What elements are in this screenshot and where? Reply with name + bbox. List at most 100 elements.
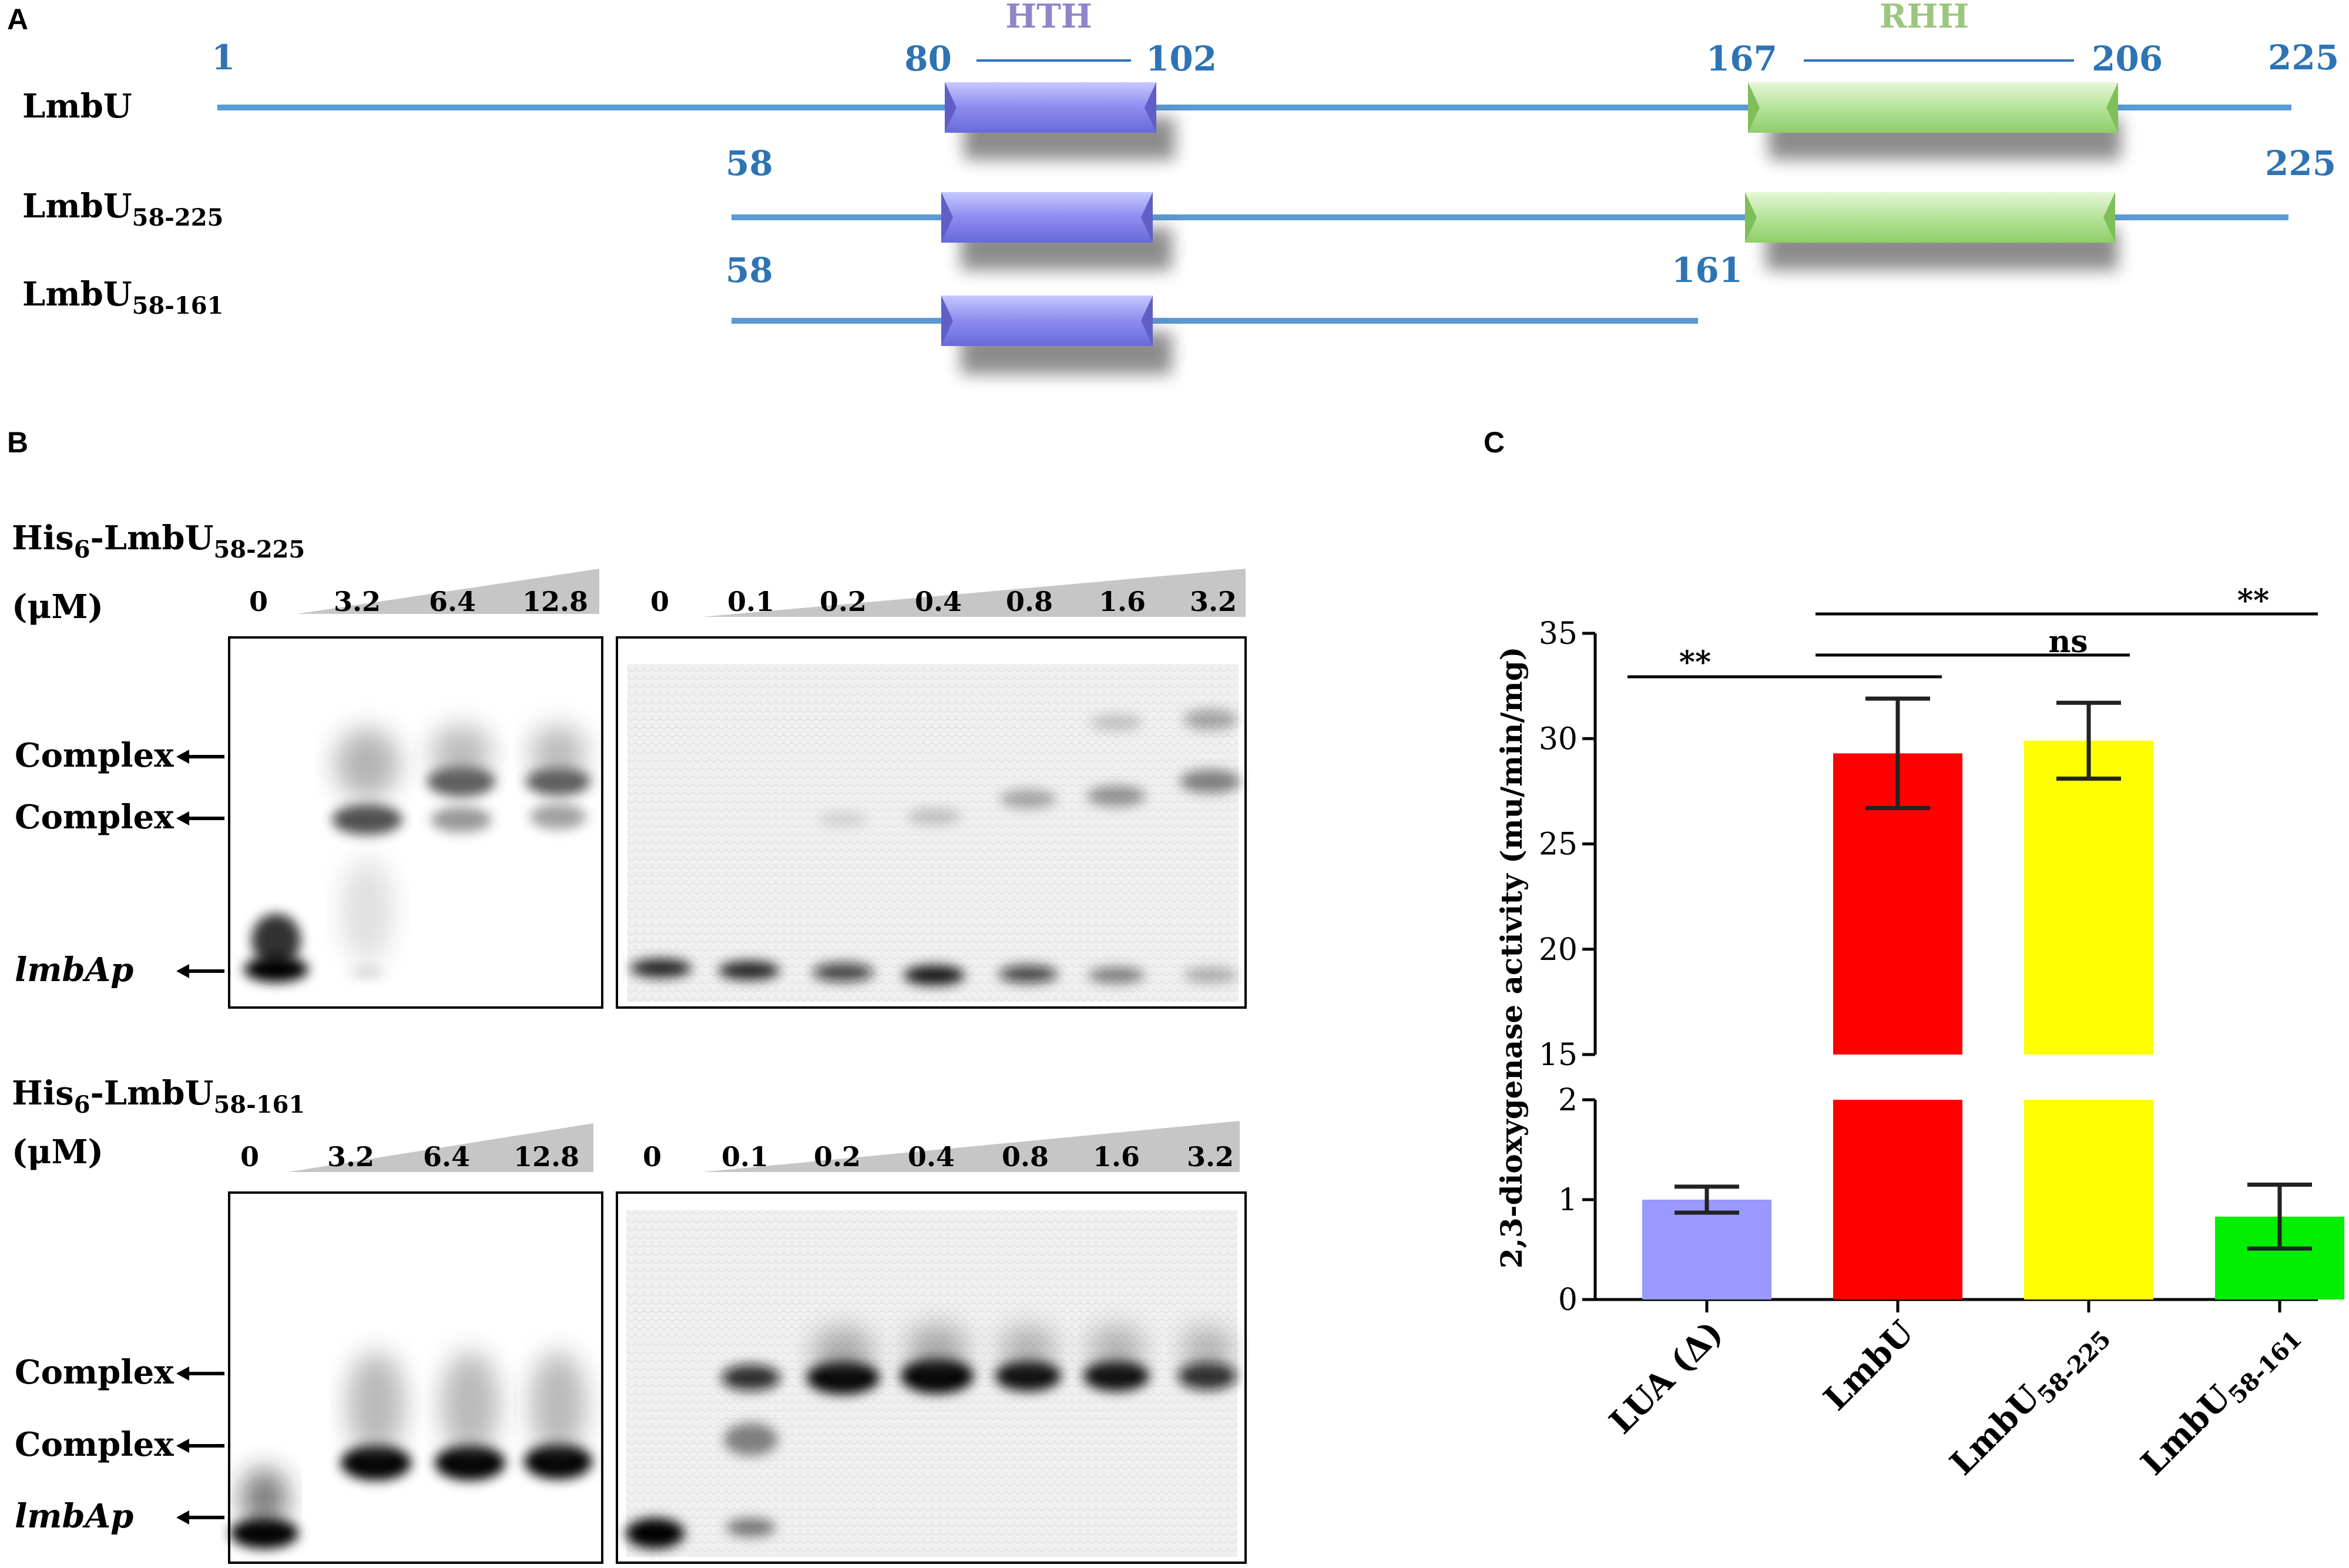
concentration-label: 0: [249, 586, 268, 617]
concentration-wedge: [702, 569, 1246, 617]
concentration-labels: 0 0.1 0.2 0.4 0.8 1.6 3.2: [650, 586, 1237, 617]
hth-domain-label: HTH: [1005, 0, 1092, 36]
concentration-labels: 0 3.2 6.4 12.8: [240, 1141, 579, 1173]
gel-left-bottom: [228, 1191, 603, 1564]
x-tick-label: LmbU58-161: [2133, 1313, 2307, 1487]
residue-end: 225: [2268, 38, 2339, 78]
concentration-label: 0: [643, 1141, 662, 1173]
concentration-labels: 0 0.1 0.2 0.4 0.8 1.6 3.2: [643, 1141, 1234, 1173]
arrowhead-icon: [176, 1510, 189, 1525]
complex-label: Complex: [15, 1425, 174, 1464]
construct-name: LmbU58-225: [22, 187, 223, 231]
y-tick-label: 20: [1539, 932, 1578, 968]
concentration-wedge: [702, 1121, 1240, 1172]
residue-start: 1: [212, 38, 235, 78]
protein-label: His6-LmbU58-161: [12, 1074, 305, 1119]
panel-b: B His6-LmbU58-225 (μM) 0 3.2 6.4 12.8 0 0.1 0…: [7, 426, 1247, 1564]
unit-label: (μM): [12, 1133, 103, 1171]
concentration-label: 0.1: [722, 1141, 769, 1173]
hth-domain-box: [945, 82, 1156, 133]
hth-domain-box: [941, 192, 1153, 243]
concentration-label: 3.2: [1187, 1141, 1234, 1173]
unit-label: (μM): [12, 587, 103, 626]
y-tick-label: 35: [1539, 616, 1578, 652]
significance-label: **: [1679, 644, 1711, 680]
hth-end-residue: 102: [1146, 39, 1217, 79]
concentration-label: 6.4: [429, 586, 476, 617]
y-tick-label: 25: [1539, 827, 1578, 862]
y-tick-label: 0: [1558, 1282, 1578, 1318]
emsa-top: His6-LmbU58-225 (μM) 0 3.2 6.4 12.8 0 0.1 0.2…: [12, 519, 1247, 1009]
bar-lower-segment: [2024, 1100, 2153, 1300]
concentration-label: 0.8: [1002, 1141, 1049, 1173]
concentration-wedge: [297, 569, 599, 614]
concentration-label: 0.4: [915, 586, 962, 617]
gel-right-bottom: [616, 1191, 1247, 1564]
concentration-label: 3.2: [334, 586, 381, 617]
panel-a-letter: A: [7, 3, 28, 36]
bar-chart: 15 20 25 30 35 0 1 2 LUA (Δ) LmbULmbU58-225LmbU58…: [1539, 583, 2344, 1487]
construct-name: LmbU: [22, 87, 132, 126]
concentration-label: 0.2: [814, 1141, 861, 1173]
rhh-domain-box: [1745, 192, 2115, 243]
construct-row-lmbu58-161: LmbU58-161 58 161: [22, 250, 1743, 374]
concentration-label: 0: [240, 1141, 259, 1173]
significance-label: **: [2237, 583, 2269, 619]
arrowhead-icon: [176, 1439, 189, 1453]
band-labels: Complex Complex lmbAp: [15, 1353, 224, 1536]
concentration-label: 0.1: [727, 586, 774, 617]
concentration-label: 3.2: [1190, 586, 1237, 617]
complex-label: Complex: [15, 736, 174, 775]
protein-label: His6-LmbU58-225: [12, 519, 305, 563]
concentration-label: 6.4: [423, 1141, 470, 1173]
free-probe-label: lmbAp: [15, 1497, 133, 1536]
concentration-wedge: [288, 1123, 593, 1172]
hth-start-residue: 80: [904, 39, 952, 79]
rhh-domain-box: [1748, 82, 2118, 133]
residue-end: 161: [1672, 250, 1743, 290]
y-axis-label: 2,3-dioxygenase activity (mu/min/mg): [1494, 647, 1529, 1269]
gel-right-top: [616, 636, 1247, 1009]
construct-row-lmbu58-225: LmbU58-225 58 225: [22, 143, 2336, 270]
concentration-label: 3.2: [327, 1141, 374, 1173]
concentration-label: 1.6: [1093, 1141, 1140, 1173]
free-probe-label: lmbAp: [15, 951, 133, 989]
bar: [1642, 1200, 1771, 1300]
emsa-bottom: His6-LmbU58-161 (μM) 0 3.2 6.4 12.8 0 0.1 0.2…: [12, 1074, 1247, 1564]
x-tick-label: LmbU58-225: [1942, 1313, 2116, 1487]
arrowhead-icon: [176, 964, 189, 978]
significance-label: ns: [2048, 624, 2088, 660]
x-tick-label: LUA (Δ): [1602, 1313, 1730, 1441]
concentration-labels: 0 3.2 6.4 12.8: [249, 586, 588, 617]
concentration-label: 12.8: [522, 586, 588, 617]
residue-end: 225: [2265, 143, 2336, 183]
arrowhead-icon: [176, 750, 189, 764]
rhh-start-residue: 167: [1706, 39, 1777, 79]
panel-c-letter: C: [1484, 426, 1505, 459]
panel-c: C 2,3-dioxygenase activity (mu/min/mg) 1…: [1484, 426, 2344, 1487]
concentration-label: 0: [650, 586, 669, 617]
y-tick-label: 30: [1539, 721, 1578, 757]
rhh-end-residue: 206: [2092, 39, 2163, 79]
x-tick-label: LmbU: [1816, 1313, 1921, 1418]
gel-left-top: [228, 636, 603, 1009]
concentration-label: 12.8: [514, 1141, 579, 1173]
arrowhead-icon: [176, 1366, 189, 1381]
bar-lower-segment: [1833, 1100, 1962, 1300]
construct-name: LmbU58-161: [22, 275, 223, 320]
panel-a: A HTH RHH LmbU 1 80 102 167 206 225: [7, 0, 2339, 374]
y-tick-label: 2: [1558, 1083, 1578, 1118]
y-tick-label: 15: [1539, 1038, 1578, 1073]
y-tick-label: 1: [1558, 1183, 1578, 1218]
band-labels: Complex Complex lmbAp: [15, 736, 224, 989]
concentration-label: 0.2: [820, 586, 867, 617]
complex-label: Complex: [15, 1353, 174, 1392]
bar-upper-segment: [2024, 740, 2153, 1055]
hth-domain-box: [941, 296, 1153, 346]
rhh-domain-label: RHH: [1880, 0, 1969, 36]
construct-row-lmbu: LmbU 1 80 102 167 206 225: [22, 38, 2339, 160]
arrowhead-icon: [176, 811, 189, 825]
concentration-label: 1.6: [1099, 586, 1146, 617]
concentration-label: 0.4: [908, 1141, 955, 1173]
